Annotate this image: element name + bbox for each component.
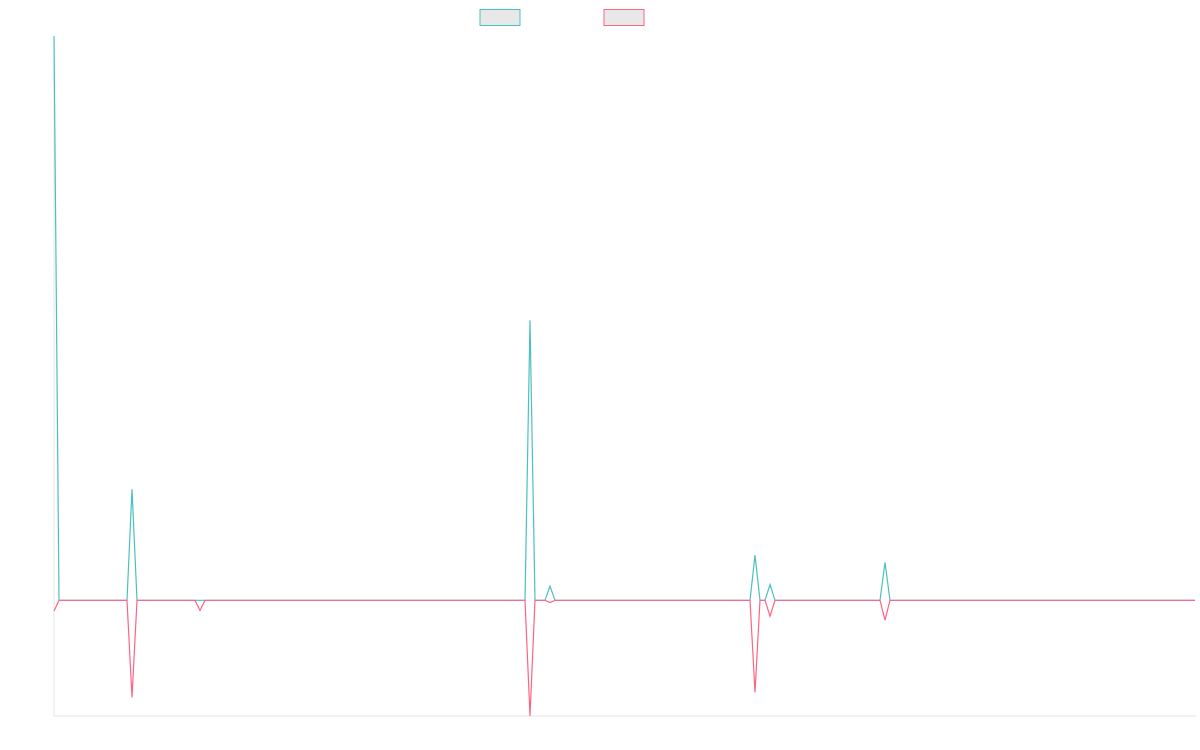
series-line [53,599,1195,717]
legend-swatch[interactable] [603,9,645,26]
series-line [53,35,1195,601]
legend-swatch[interactable] [479,9,521,26]
